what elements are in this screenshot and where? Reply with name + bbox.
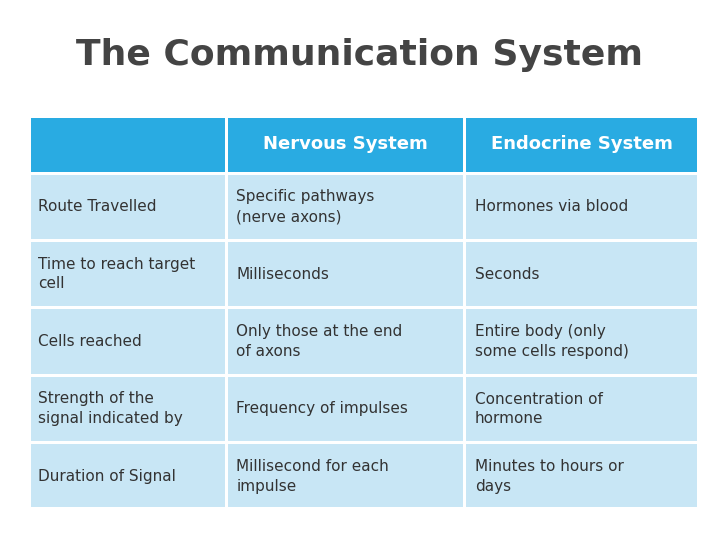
Bar [225, 115, 228, 173]
Text: Specific pathways
(nerve axons): Specific pathways (nerve axons) [236, 190, 374, 224]
Bar [465, 308, 700, 375]
Bar [463, 443, 467, 510]
Bar [226, 375, 465, 443]
Bar [28, 173, 226, 240]
Bar [28, 115, 226, 173]
Bar [28, 240, 226, 308]
Bar [28, 507, 700, 510]
Bar [463, 173, 467, 240]
Bar [463, 375, 467, 443]
Text: Millisecond for each
impulse: Millisecond for each impulse [236, 459, 389, 494]
Bar [465, 115, 700, 173]
Bar [225, 375, 228, 443]
Text: Hormones via blood: Hormones via blood [474, 199, 628, 214]
Bar [225, 173, 228, 240]
Bar [465, 240, 700, 308]
Bar [28, 172, 700, 174]
Bar [226, 308, 465, 375]
Text: Duration of Signal: Duration of Signal [38, 469, 176, 484]
Bar [28, 375, 226, 443]
Text: Strength of the
signal indicated by: Strength of the signal indicated by [38, 392, 183, 426]
Bar [226, 115, 465, 173]
Bar [28, 115, 31, 510]
Bar [463, 240, 467, 308]
Bar [465, 375, 700, 443]
Text: Concentration of
hormone: Concentration of hormone [474, 392, 603, 426]
Bar [28, 308, 226, 375]
Text: Minutes to hours or
days: Minutes to hours or days [474, 459, 624, 494]
Text: Seconds: Seconds [474, 267, 539, 281]
Bar [28, 443, 226, 510]
Bar [465, 443, 700, 510]
Bar [697, 115, 700, 510]
Bar [226, 443, 465, 510]
Bar [28, 239, 700, 242]
Bar [28, 306, 700, 309]
Bar [463, 115, 467, 173]
Bar [226, 240, 465, 308]
Bar [465, 173, 700, 240]
Text: Milliseconds: Milliseconds [236, 267, 329, 281]
Bar [28, 115, 700, 118]
Bar [225, 240, 228, 308]
Text: Route Travelled: Route Travelled [38, 199, 156, 214]
Text: Endocrine System: Endocrine System [492, 135, 673, 153]
Bar [28, 441, 700, 444]
Text: Entire body (only
some cells respond): Entire body (only some cells respond) [474, 324, 629, 359]
Text: Nervous System: Nervous System [263, 135, 428, 153]
Bar [226, 173, 465, 240]
Text: Frequency of impulses: Frequency of impulses [236, 401, 408, 416]
Text: Only those at the end
of axons: Only those at the end of axons [236, 324, 402, 359]
Text: The Communication System: The Communication System [76, 38, 644, 72]
Text: Time to reach target
cell: Time to reach target cell [38, 256, 195, 292]
Bar [463, 308, 467, 375]
Bar [225, 443, 228, 510]
Bar [28, 374, 700, 377]
Bar [225, 308, 228, 375]
Text: Cells reached: Cells reached [38, 334, 142, 349]
